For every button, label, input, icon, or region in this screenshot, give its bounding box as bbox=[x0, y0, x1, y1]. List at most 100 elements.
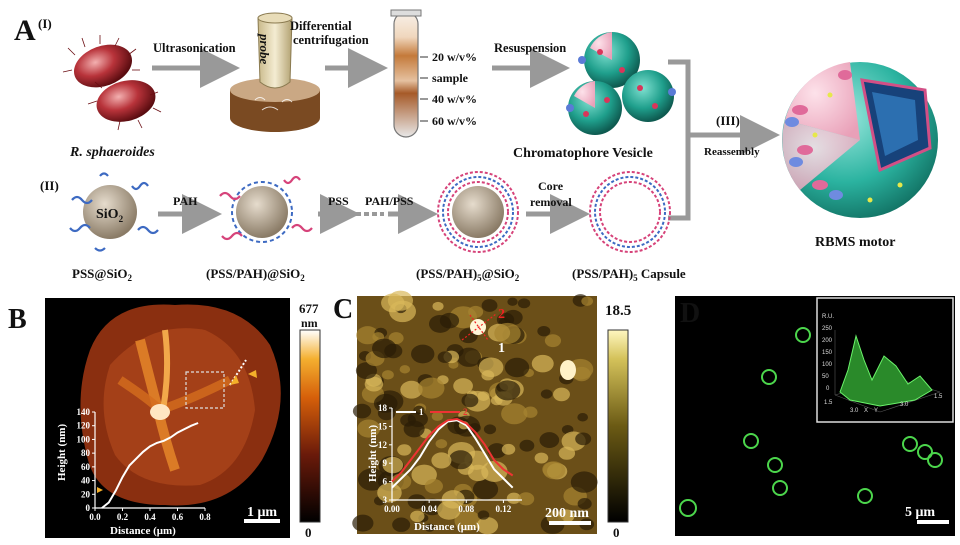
step-diff1-label: Differential bbox=[290, 19, 352, 33]
step-diff2-label: centrifugation bbox=[293, 33, 369, 47]
x-tick-label: 0.08 bbox=[458, 504, 474, 514]
y-tick-label: 20 bbox=[81, 489, 91, 499]
reassembly-label: Reassembly bbox=[704, 146, 760, 158]
y-tick-label: 3 bbox=[383, 495, 388, 505]
y-tick-label: 100 bbox=[77, 434, 91, 444]
x-tick-label: 0.12 bbox=[496, 504, 512, 514]
d-scalebar-label: 5 μm bbox=[905, 505, 935, 520]
x-tick-label: 0.0 bbox=[89, 512, 101, 522]
series-line bbox=[101, 422, 199, 509]
y-tick-label: 40 bbox=[81, 476, 91, 486]
line-chart-b: 140 120 100 80 60 40 20 00.0 0.2 0.4 0.6 0.8 bbox=[77, 407, 212, 522]
svg-text:3.0: 3.0 bbox=[850, 408, 859, 414]
b-scale-min: 0 bbox=[305, 525, 312, 540]
panel-c-label: C bbox=[333, 294, 353, 325]
capsule-ring bbox=[767, 457, 783, 473]
gradient-labels: 20 w/v% sample 40 w/v% 60 w/v% bbox=[420, 50, 477, 128]
centrifuge-tube bbox=[390, 9, 422, 138]
b-scalebar-label: 1 μm bbox=[247, 505, 277, 520]
svg-text:1.5: 1.5 bbox=[934, 394, 943, 400]
b-marker bbox=[97, 487, 103, 493]
y-tick-label: 60 bbox=[81, 462, 91, 472]
capsule-ring bbox=[772, 480, 788, 496]
capsule-ring bbox=[761, 369, 777, 385]
svg-text:1.5: 1.5 bbox=[824, 400, 833, 406]
capsule-ring bbox=[917, 444, 933, 460]
probe-label: probe bbox=[257, 33, 272, 65]
svg-text:250: 250 bbox=[822, 326, 833, 332]
chromatophore-label: Chromatophore Vesicle bbox=[513, 146, 653, 161]
c-legend-2: 2 bbox=[463, 407, 468, 417]
gradient-label: 40 w/v% bbox=[432, 92, 477, 106]
c-bright-spot bbox=[560, 360, 576, 380]
svg-text:150: 150 bbox=[822, 350, 833, 356]
y-tick-label: 18 bbox=[378, 403, 388, 413]
sonicator-illustration bbox=[230, 12, 320, 132]
x-tick-label: 0.04 bbox=[421, 504, 437, 514]
pss-pah5-sio2-label: (PSS/PAH)5@SiO2 bbox=[416, 266, 520, 283]
sio2-label: SiO2 bbox=[96, 207, 124, 224]
svg-text:Y: Y bbox=[874, 408, 878, 414]
d-inset: R.U. 250 200 150 100 50 0 1.5 3.0 X Y 3.0 1.5 bbox=[816, 297, 954, 423]
c-markers bbox=[461, 313, 497, 341]
x-tick-label: 0.2 bbox=[117, 512, 129, 522]
capsule-ring bbox=[902, 436, 918, 452]
y-tick-label: 120 bbox=[77, 421, 91, 431]
pss-pah-sio2-particle bbox=[219, 175, 313, 243]
c-bright-spot bbox=[470, 319, 486, 335]
b-ylabel: Height (nm) bbox=[56, 424, 68, 481]
step-resuspension-label: Resuspension bbox=[494, 41, 566, 55]
svg-text:X: X bbox=[864, 408, 868, 414]
row-ii-labels: PSS@SiO2 (PSS/PAH)@SiO2 (PSS/PAH)5@SiO2 … bbox=[72, 266, 686, 283]
b-xlabel: Distance (μm) bbox=[110, 525, 176, 537]
c-marker-1: 1 bbox=[498, 341, 505, 356]
c-legend-1: 1 bbox=[419, 407, 424, 417]
organism-label: R. sphaeroides bbox=[69, 145, 155, 160]
c-marker-2: 2 bbox=[498, 307, 505, 322]
series-line bbox=[391, 419, 514, 489]
b-colorbar bbox=[299, 329, 321, 523]
c-xlabel: Distance (μm) bbox=[414, 521, 480, 533]
y-tick-label: 0 bbox=[86, 503, 91, 513]
sub-ii-label: (II) bbox=[40, 178, 59, 193]
panel-a-label: A bbox=[14, 14, 36, 47]
svg-text:200: 200 bbox=[822, 338, 833, 344]
pss-pah5-sio2-particle bbox=[437, 171, 519, 253]
y-tick-label: 9 bbox=[383, 458, 388, 468]
x-tick-label: 0.4 bbox=[144, 512, 156, 522]
capsule-label: (PSS/PAH)5 Capsule bbox=[572, 266, 686, 283]
rbms-motor-illustration bbox=[782, 62, 938, 218]
svg-text:0: 0 bbox=[826, 386, 830, 392]
pss-pah-sio2-label: (PSS/PAH)@SiO2 bbox=[206, 266, 305, 283]
y-tick-label: 140 bbox=[77, 407, 91, 417]
gradient-label: 20 w/v% bbox=[432, 50, 477, 64]
y-tick-label: 12 bbox=[378, 440, 388, 450]
pss-sio2-label: PSS@SiO2 bbox=[72, 266, 132, 283]
panel-d-label: D bbox=[680, 298, 700, 329]
b-scalebar bbox=[244, 519, 280, 523]
x-tick-label: 0.6 bbox=[172, 512, 184, 522]
c-scale-min: 0 bbox=[613, 525, 620, 540]
c-scale-max: 18.5 bbox=[605, 303, 631, 319]
y-tick-label: 6 bbox=[383, 477, 388, 487]
series-line bbox=[391, 417, 514, 483]
bacteria-illustration bbox=[62, 35, 162, 131]
capsule-ring bbox=[927, 452, 943, 468]
d-capsules bbox=[679, 327, 943, 517]
b-scale-unit: nm bbox=[301, 316, 318, 330]
c-ylabel: Height (nm) bbox=[367, 425, 379, 482]
c-colorbar bbox=[607, 329, 629, 523]
svg-text:50: 50 bbox=[822, 374, 829, 380]
b-scale-max: 677 bbox=[299, 301, 319, 316]
afm-c-texture bbox=[352, 290, 598, 535]
chromatophore-vesicles bbox=[566, 32, 676, 135]
pah-pss-label: PAH/PSS bbox=[365, 194, 414, 208]
capsule-ring bbox=[743, 433, 759, 449]
x-tick-label: 0.00 bbox=[384, 504, 400, 514]
pss-label: PSS bbox=[328, 194, 349, 208]
reassembly-bracket bbox=[668, 59, 780, 221]
core-label: Core bbox=[538, 179, 564, 193]
x-tick-label: 0.8 bbox=[199, 512, 211, 522]
step-ultrasonication-label: Ultrasonication bbox=[153, 41, 236, 55]
